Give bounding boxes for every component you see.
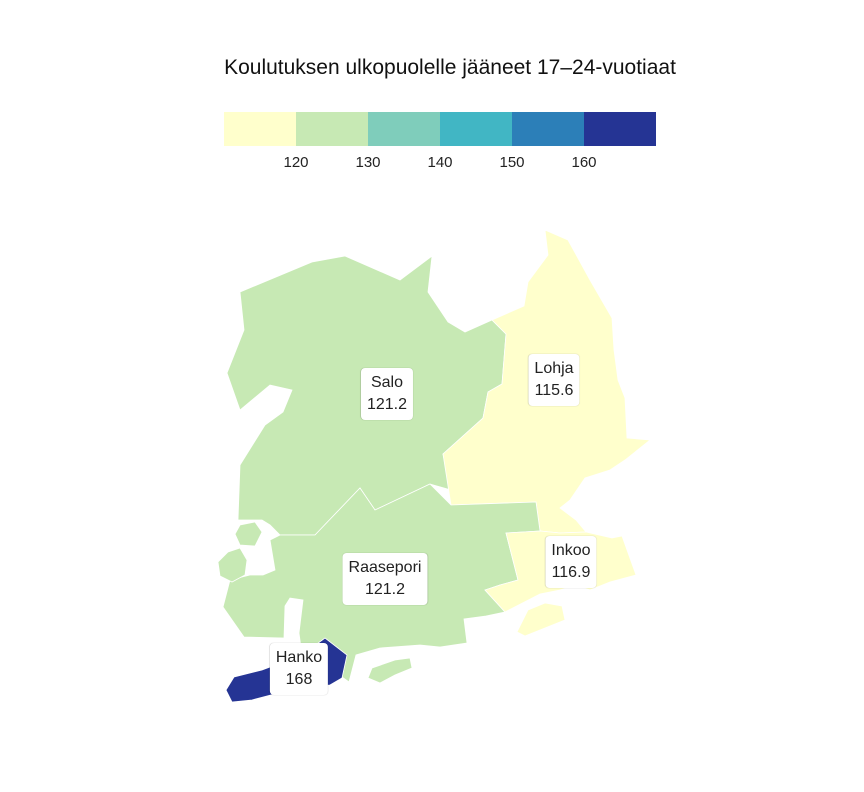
island-1: [234, 521, 263, 547]
legend-tick-150: 150: [499, 154, 525, 171]
label-value: 168: [285, 671, 313, 688]
legend-bin-5: [512, 112, 584, 146]
legend-tick-140: 140: [427, 154, 453, 171]
label-name: Lohja: [534, 360, 574, 377]
label-value: 121.2: [366, 396, 408, 413]
legend-bin-6: [584, 112, 656, 146]
label-raasepori: Raasepori 121.2: [342, 553, 428, 605]
island-2: [217, 547, 248, 583]
label-value: 121.2: [364, 581, 406, 598]
label-name: Hanko: [275, 649, 323, 666]
legend-bin-3: [368, 112, 440, 146]
legend-tick-120: 120: [283, 154, 309, 171]
island-inkoo: [516, 602, 566, 637]
label-hanko: Hanko 168: [269, 643, 329, 695]
label-lohja: Lohja 115.6: [528, 354, 580, 406]
label-inkoo: Inkoo 116.9: [545, 536, 597, 588]
legend-tick-130: 130: [355, 154, 381, 171]
legend-bin-2: [296, 112, 368, 146]
label-value: 115.6: [534, 382, 574, 399]
label-name: Inkoo: [551, 542, 591, 559]
map-title: Koulutuksen ulkopuolelle jääneet 17–24-v…: [224, 56, 676, 79]
label-value: 116.9: [551, 564, 591, 581]
legend-bin-1: [224, 112, 296, 146]
legend-bin-4: [440, 112, 512, 146]
island-3: [367, 657, 413, 684]
label-salo: Salo 121.2: [360, 368, 414, 420]
label-name: Salo: [370, 374, 404, 391]
legend-tick-160: 160: [571, 154, 597, 171]
label-name: Raasepori: [348, 559, 422, 576]
